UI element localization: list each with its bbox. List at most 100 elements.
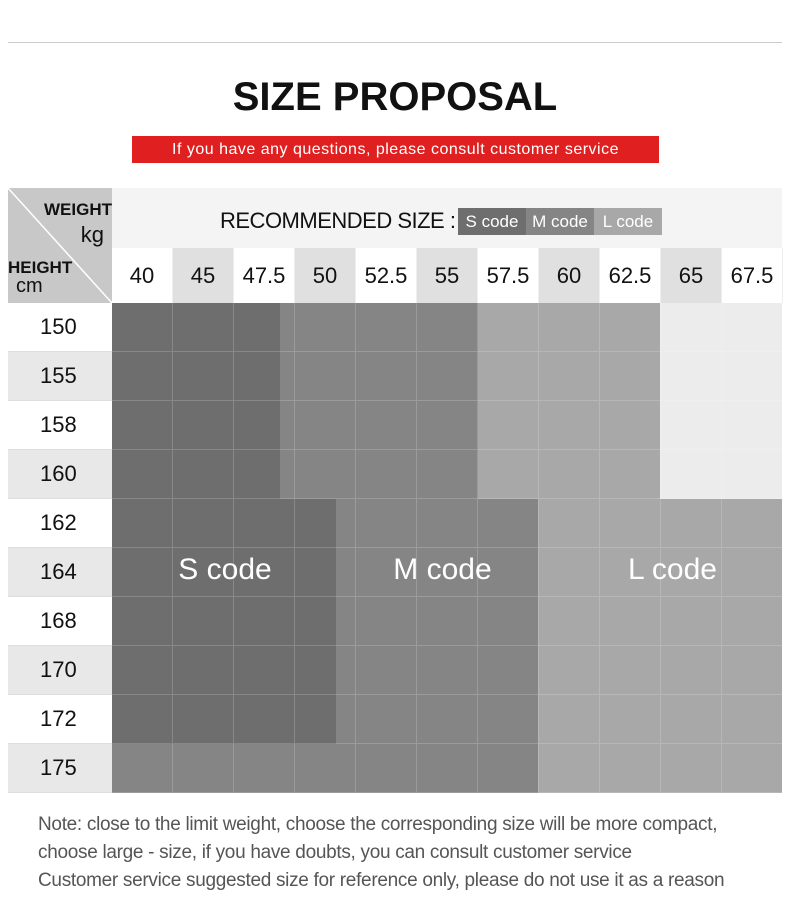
- grid-cell: [234, 695, 295, 744]
- grid-cell: [600, 450, 661, 499]
- grid-cell: [478, 548, 539, 597]
- weight-cell: 57.5: [478, 248, 539, 303]
- grid-cell: [234, 450, 295, 499]
- grid-cell: [600, 352, 661, 401]
- subtitle-banner: If you have any questions, please consul…: [132, 136, 659, 163]
- grid-cell: [661, 499, 722, 548]
- title: SIZE PROPOSAL: [232, 74, 558, 119]
- size-region: [112, 499, 336, 744]
- grid-cell: [356, 352, 417, 401]
- note-line: Note: close to the limit weight, choose …: [38, 814, 718, 835]
- height-cell: 172: [8, 695, 112, 744]
- grid-cell: [600, 695, 661, 744]
- grid-cell: [234, 597, 295, 646]
- grid-cell: [356, 695, 417, 744]
- height-cell: 160: [8, 450, 112, 499]
- grid-cell: [600, 548, 661, 597]
- grid-cell: [539, 695, 600, 744]
- height-cell: 168: [8, 597, 112, 646]
- size-region: [660, 303, 782, 499]
- grid-cell: [356, 646, 417, 695]
- grid-cell: [356, 303, 417, 352]
- grid-cell: [417, 352, 478, 401]
- grid-cell: [722, 548, 783, 597]
- weight-cell: 47.5: [234, 248, 295, 303]
- grid-cell: [295, 646, 356, 695]
- legend-badge: S code: [458, 208, 526, 235]
- note-line: choose large - size, if you have doubts,…: [38, 842, 632, 863]
- grid-cell: [112, 303, 173, 352]
- corner-diagonal: [8, 188, 112, 303]
- grid-cell: [661, 744, 722, 793]
- legend-badge: M code: [526, 208, 594, 235]
- grid-cell: [295, 597, 356, 646]
- grid-cell: [478, 597, 539, 646]
- weight-cell: 52.5: [356, 248, 417, 303]
- size-region: [478, 303, 660, 499]
- height-cell: 155: [8, 352, 112, 401]
- corner-weight: WEIGHT: [44, 200, 112, 219]
- grid-cell: [234, 499, 295, 548]
- grid-cell: [417, 548, 478, 597]
- grid-cell: [417, 744, 478, 793]
- grid-cell: [112, 646, 173, 695]
- grid-cell: [478, 450, 539, 499]
- grid-cell: [722, 450, 783, 499]
- grid-cell: [112, 695, 173, 744]
- grid-cell: [173, 646, 234, 695]
- grid-cell: [112, 744, 173, 793]
- grid-cell: [722, 499, 783, 548]
- height-cell: 162: [8, 499, 112, 548]
- weight-cell: 40: [112, 248, 173, 303]
- grid-cell: [295, 401, 356, 450]
- height-cell: 164: [8, 548, 112, 597]
- grid-cell: [417, 646, 478, 695]
- grid-cell: [173, 450, 234, 499]
- size-region: [280, 303, 478, 499]
- height-cell: 158: [8, 401, 112, 450]
- grid-cell: [417, 597, 478, 646]
- grid-cell: [722, 597, 783, 646]
- grid-cell: [234, 548, 295, 597]
- grid-cell: [539, 450, 600, 499]
- grid-cell: [173, 499, 234, 548]
- grid-cell: [417, 401, 478, 450]
- grid-cell: [112, 499, 173, 548]
- size-region: [112, 303, 280, 499]
- grid-cell: [295, 303, 356, 352]
- weight-cell: 50: [295, 248, 356, 303]
- grid-cell: [722, 401, 783, 450]
- grid-cell: [722, 646, 783, 695]
- grid-cell: [417, 303, 478, 352]
- grid-cell: [173, 352, 234, 401]
- region-label: L code: [628, 553, 717, 586]
- grid-cell: [661, 597, 722, 646]
- grid-cell: [478, 695, 539, 744]
- grid-cell: [356, 597, 417, 646]
- grid-cell: [661, 695, 722, 744]
- grid-cell: [539, 744, 600, 793]
- grid-cell: [661, 401, 722, 450]
- grid-cell: [356, 450, 417, 499]
- weight-cell: 45: [173, 248, 234, 303]
- top-rule: [8, 42, 782, 43]
- grid-cell: [356, 499, 417, 548]
- grid-cell: [112, 352, 173, 401]
- grid-cell: [173, 744, 234, 793]
- grid-cell: [295, 450, 356, 499]
- grid-cell: [356, 548, 417, 597]
- grid-cell: [600, 303, 661, 352]
- grid-cell: [173, 303, 234, 352]
- grid-cell: [539, 548, 600, 597]
- grid-cell: [722, 744, 783, 793]
- grid-cell: [234, 646, 295, 695]
- grid-cell: [661, 646, 722, 695]
- grid-cell: [539, 499, 600, 548]
- grid-cell: [173, 401, 234, 450]
- grid-cell: [112, 401, 173, 450]
- grid-cell: [539, 646, 600, 695]
- grid-cell: [478, 401, 539, 450]
- weight-cell: 65: [661, 248, 722, 303]
- grid-cell: [295, 499, 356, 548]
